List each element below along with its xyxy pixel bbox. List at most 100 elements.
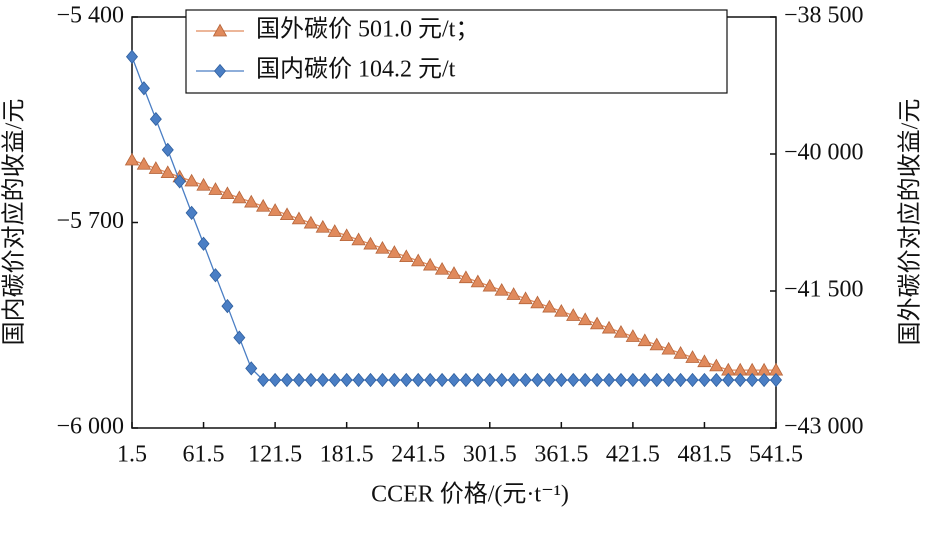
data-point xyxy=(625,329,641,342)
data-point xyxy=(530,295,545,309)
data-point xyxy=(208,182,223,195)
x-tick-label: 241.5 xyxy=(391,442,445,468)
data-point xyxy=(495,372,508,388)
x-tick-label: 1.5 xyxy=(117,442,147,468)
data-point xyxy=(685,350,700,363)
data-point xyxy=(340,372,353,388)
data-point xyxy=(315,219,331,233)
x-tick-label: 301.5 xyxy=(463,442,517,468)
data-point xyxy=(710,372,723,388)
data-point xyxy=(447,372,461,388)
data-point xyxy=(459,372,472,388)
data-point xyxy=(148,161,164,174)
y-tick-label: −5 400 xyxy=(56,3,124,29)
data-point xyxy=(279,207,295,221)
data-point xyxy=(375,240,390,254)
data-point xyxy=(424,372,437,388)
data-point xyxy=(173,174,186,189)
data-point xyxy=(638,372,651,388)
data-point xyxy=(518,291,533,305)
data-point xyxy=(697,354,712,368)
data-point xyxy=(137,81,150,96)
data-point xyxy=(506,287,521,300)
data-point xyxy=(364,372,377,388)
legend-label: 国内碳价 104.2 元/t xyxy=(256,56,456,83)
data-point xyxy=(209,268,222,283)
data-point xyxy=(436,372,449,388)
data-point xyxy=(661,341,676,355)
data-point xyxy=(434,261,450,275)
data-point xyxy=(328,372,341,388)
x-axis-label: CCER 价格/(元·t⁻¹) xyxy=(371,481,569,508)
y2-tick-label: −40 000 xyxy=(784,140,864,166)
data-point xyxy=(185,205,198,221)
series-line xyxy=(131,56,776,381)
data-point xyxy=(483,372,496,388)
data-point xyxy=(124,152,140,166)
data-point xyxy=(566,308,581,321)
data-point xyxy=(245,361,258,376)
data-point xyxy=(327,224,342,237)
data-point xyxy=(542,299,557,313)
y2-axis-label: 国外碳价对应的收益/元 xyxy=(897,99,924,346)
data-point xyxy=(281,372,294,388)
data-point xyxy=(269,372,282,388)
data-point xyxy=(531,372,544,388)
x-tick-label: 541.5 xyxy=(749,442,803,468)
data-point xyxy=(220,186,235,200)
data-point xyxy=(686,372,699,388)
data-point xyxy=(482,278,497,292)
data-point xyxy=(613,324,629,338)
data-point xyxy=(388,372,401,388)
x-tick-label: 61.5 xyxy=(183,442,225,468)
data-point xyxy=(458,270,474,284)
data-point xyxy=(149,111,162,127)
legend-marker xyxy=(213,63,227,79)
y2-tick-label: −38 500 xyxy=(784,3,864,29)
data-point xyxy=(637,333,653,347)
data-point xyxy=(196,177,211,191)
data-point xyxy=(603,372,616,388)
data-point xyxy=(554,303,569,317)
data-point xyxy=(626,372,639,388)
x-tick-label: 481.5 xyxy=(677,442,731,468)
x-tick-label: 361.5 xyxy=(534,442,588,468)
data-point xyxy=(316,372,329,388)
x-tick-label: 121.5 xyxy=(248,442,302,468)
data-point xyxy=(387,245,402,258)
data-point xyxy=(257,372,270,388)
data-point xyxy=(649,337,664,351)
data-point xyxy=(136,156,152,170)
y-tick-label: −5 700 xyxy=(56,208,124,234)
data-point xyxy=(422,257,438,271)
data-point xyxy=(363,236,378,250)
data-point xyxy=(233,330,246,345)
data-point xyxy=(698,372,711,388)
data-point xyxy=(232,190,247,204)
data-point xyxy=(399,249,414,263)
data-point xyxy=(577,312,593,326)
data-point xyxy=(125,49,139,64)
data-point xyxy=(494,282,509,296)
data-point xyxy=(255,198,271,212)
data-point xyxy=(746,372,759,388)
data-point xyxy=(674,372,687,388)
data-point xyxy=(197,236,210,251)
data-point xyxy=(400,372,413,388)
data-point xyxy=(601,320,617,334)
data-point xyxy=(591,372,604,388)
y2-tick-label: −43 000 xyxy=(784,414,864,440)
data-point xyxy=(662,372,675,388)
data-point xyxy=(291,211,307,225)
data-point xyxy=(267,203,283,216)
legend-marker xyxy=(212,23,228,37)
data-point xyxy=(221,298,234,314)
data-point xyxy=(244,194,259,208)
data-point xyxy=(567,372,580,388)
data-point xyxy=(351,232,366,246)
data-point xyxy=(446,266,462,279)
data-point xyxy=(555,372,568,388)
data-point xyxy=(614,372,627,388)
data-point xyxy=(470,274,486,288)
